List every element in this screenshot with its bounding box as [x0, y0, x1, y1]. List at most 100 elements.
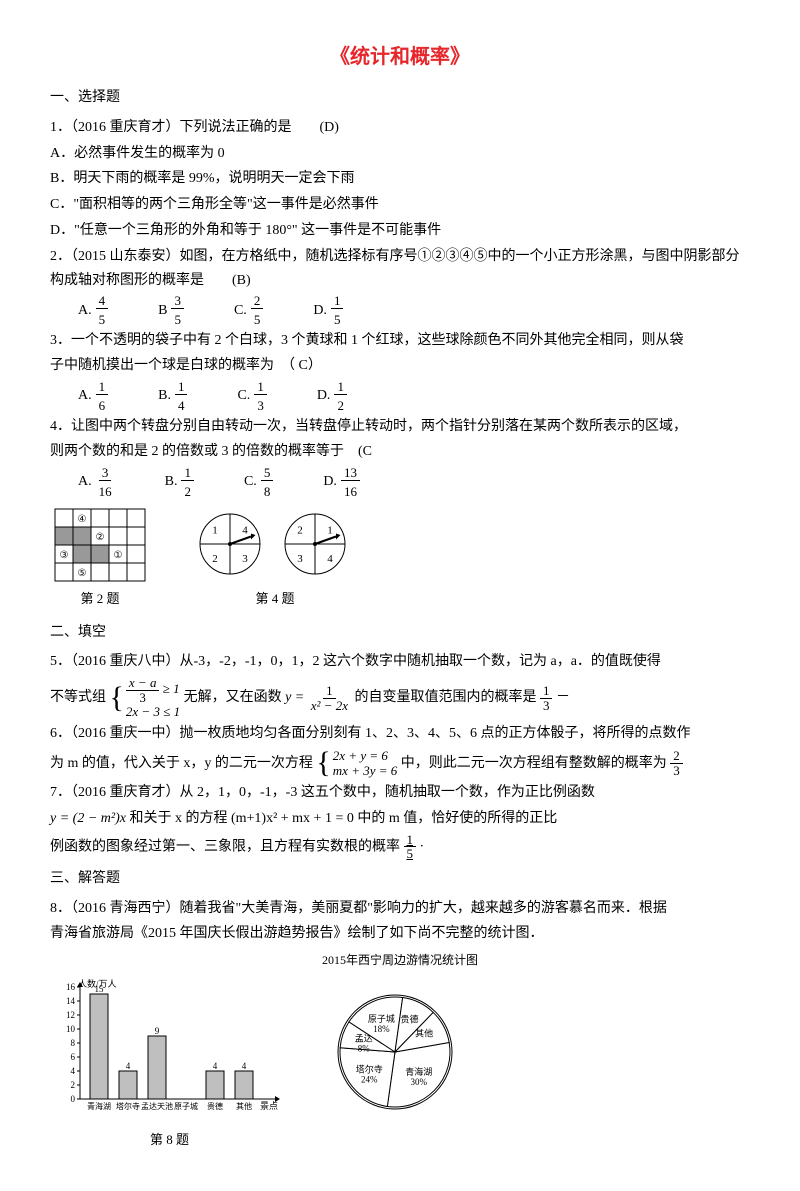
bar-chart-wrap: 0246810121416人数/万人景点15青海湖4塔尔寺9孟达天池原子城4贵德…	[50, 977, 280, 1127]
q2-stem: 2．（2015 山东泰安）如图，在方格纸中，随机选择标有序号①②③④⑤中的一个小…	[50, 245, 750, 293]
q6-p2b: 中，则此二元一次方程组有整数解的概率为	[401, 756, 667, 771]
frac-5-8: 58	[261, 466, 274, 498]
q5-p2a: 不等式组	[50, 690, 106, 705]
svg-text:原子城: 原子城	[368, 1014, 395, 1024]
svg-text:3: 3	[297, 553, 303, 565]
svg-text:4: 4	[242, 1061, 247, 1071]
svg-text:①: ①	[114, 550, 123, 561]
q4-options: A. 316 B. 12 C. 58 D. 1316	[50, 466, 750, 498]
svg-text:14: 14	[66, 996, 76, 1006]
q2-oB: B	[158, 299, 167, 323]
section-2-head: 二、填空	[50, 621, 750, 645]
q4-stem1: 4．让图中两个转盘分别自由转动一次，当转盘停止转动时，两个指针分别落在某两个数所…	[50, 415, 750, 439]
grid-figure: ④②③①⑤	[50, 504, 150, 586]
svg-text:青海湖: 青海湖	[405, 1066, 432, 1077]
figures-row: ④②③①⑤ 第 2 题 14322143 第 4 题	[50, 504, 750, 610]
q1-d: D．"任意一个三角形的外角和等于 180°" 这一事件是不可能事件	[50, 219, 750, 243]
svg-text:4: 4	[71, 1066, 76, 1076]
svg-text:塔尔寺: 塔尔寺	[356, 1063, 383, 1074]
frac-1-5: 15	[331, 294, 344, 326]
frac-3-5: 35	[171, 294, 184, 326]
frac-1-3: 13	[254, 380, 267, 412]
figure-q2: ④②③①⑤ 第 2 题	[50, 504, 150, 610]
q5-fn-y: y =	[285, 690, 304, 705]
fig4-caption: 第 4 题	[190, 588, 360, 610]
q6-p1: 6．（2016 重庆一中）抛一枚质地均匀各面分别刻有 1、2、3、4、5、6 点…	[50, 722, 750, 746]
svg-text:10: 10	[66, 1024, 76, 1034]
svg-text:1: 1	[327, 525, 333, 537]
pie-chart: 青海湖30%塔尔寺24%孟达8%原子城18%贵德其他	[310, 977, 480, 1127]
svg-text:12: 12	[66, 1010, 75, 1020]
svg-text:3: 3	[242, 553, 248, 565]
q8-charts: 0246810121416人数/万人景点15青海湖4塔尔寺9孟达天池原子城4贵德…	[50, 977, 750, 1127]
q6-eq1: 2x + y = 6	[333, 748, 397, 764]
q7-dot: ·	[420, 839, 425, 854]
frac-4-5: 45	[96, 294, 109, 326]
svg-text:16: 16	[66, 982, 76, 992]
q2-oC: C.	[234, 299, 247, 323]
svg-text:孟达天池: 孟达天池	[141, 1101, 173, 1111]
q2-oD: D.	[313, 299, 327, 323]
q2-oA: A.	[78, 299, 92, 323]
q6-p2: 为 m 的值，代入关于 x，y 的二元一次方程 { 2x + y = 6 mx …	[50, 748, 750, 779]
q8-chart-title: 2015年西宁周边游情况统计图	[50, 950, 750, 970]
svg-text:其他: 其他	[415, 1027, 433, 1038]
svg-text:②: ②	[96, 532, 105, 543]
q5-ineq2: 2x − 3 ≤ 1	[126, 704, 180, 720]
q3-stem1: 3．一个不透明的袋子中有 2 个白球，3 个黄球和 1 个红球，这些球除颜色不同…	[50, 329, 750, 353]
svg-text:4: 4	[242, 525, 248, 537]
q5-ineq1: ≥ 1	[163, 681, 180, 696]
q7-p2-line: y = (2 − m²)x 和关于 x 的方程 (m+1)x² + mx + 1…	[50, 807, 750, 831]
page-title: 《统计和概率》	[50, 40, 750, 74]
q1-b: B．明天下雨的概率是 99%，说明明天一定会下雨	[50, 167, 750, 191]
svg-text:4: 4	[126, 1061, 131, 1071]
q3-oB: B.	[158, 384, 171, 408]
svg-text:30%: 30%	[410, 1077, 427, 1087]
section-3-head: 三、解答题	[50, 867, 750, 891]
q3-options: A. 16 B. 14 C. 13 D. 12	[50, 380, 750, 412]
q5-p1: 5．（2016 重庆八中）从-3，-2，-1，0，1，2 这六个数字中随机抽取一…	[50, 650, 750, 674]
svg-text:0: 0	[71, 1094, 76, 1104]
frac-1-5b: 15	[404, 833, 417, 861]
q1-a: A．必然事件发生的概率为 0	[50, 142, 750, 166]
frac-2-5: 25	[251, 294, 264, 326]
bar-chart: 0246810121416人数/万人景点15青海湖4塔尔寺9孟达天池原子城4贵德…	[50, 977, 280, 1127]
svg-text:4: 4	[213, 1061, 218, 1071]
spinner-figure: 14322143	[190, 504, 360, 586]
svg-text:1: 1	[212, 525, 218, 537]
svg-text:15: 15	[95, 984, 105, 994]
svg-text:2: 2	[297, 525, 303, 537]
frac-13-16: 1316	[341, 466, 360, 498]
q4-stem2: 则两个数的和是 2 的倍数或 3 的倍数的概率等于 (C	[50, 440, 750, 464]
q7-eq: y = (2 − m²)x	[50, 811, 126, 826]
q6-eq2: mx + 3y = 6	[333, 763, 397, 779]
svg-text:④: ④	[78, 514, 87, 525]
svg-text:贵德: 贵德	[207, 1101, 223, 1111]
q5-p2d: －	[556, 690, 570, 705]
q7-p3-line: 例函数的图象经过第一、三象限，且方程有实数根的概率 15 ·	[50, 833, 750, 861]
q8-p2: 青海省旅游局《2015 年国庆长假出游趋势报告》绘制了如下尚不完整的统计图．	[50, 922, 750, 946]
q5-p2: 不等式组 { x − a3 ≥ 1 2x − 3 ≤ 1 无解，又在函数 y =…	[50, 676, 750, 720]
q2-options: A. 45 B 35 C. 25 D. 15	[50, 294, 750, 326]
q5-p2b: 无解，又在函数	[184, 690, 282, 705]
q5-p2c: 的自变量取值范围内的概率是	[354, 690, 536, 705]
section-1-head: 一、选择题	[50, 86, 750, 110]
svg-text:⑤: ⑤	[78, 568, 87, 579]
q7-p2: 和关于 x 的方程 (m+1)x² + mx + 1 = 0 中的 m 值，恰好…	[126, 811, 557, 826]
fig2-caption: 第 2 题	[50, 588, 150, 610]
q3-oA: A.	[78, 384, 92, 408]
svg-text:其他: 其他	[236, 1101, 252, 1111]
q5-frac: x − a3	[126, 676, 160, 704]
q6-system: { 2x + y = 6 mx + 3y = 6	[316, 748, 397, 779]
q7-p3: 例函数的图象经过第一、三象限，且方程有实数根的概率	[50, 839, 400, 854]
q3-oC: C.	[237, 384, 250, 408]
svg-text:8: 8	[71, 1038, 76, 1048]
svg-text:景点: 景点	[260, 1101, 278, 1111]
svg-text:青海湖: 青海湖	[87, 1101, 111, 1111]
q5-system: { x − a3 ≥ 1 2x − 3 ≤ 1	[110, 676, 181, 720]
frac-1-2b: 12	[181, 466, 194, 498]
frac-1-3b: 13	[540, 684, 553, 712]
svg-text:2: 2	[212, 553, 218, 565]
svg-text:18%: 18%	[373, 1024, 390, 1034]
q3-oD: D.	[317, 384, 331, 408]
